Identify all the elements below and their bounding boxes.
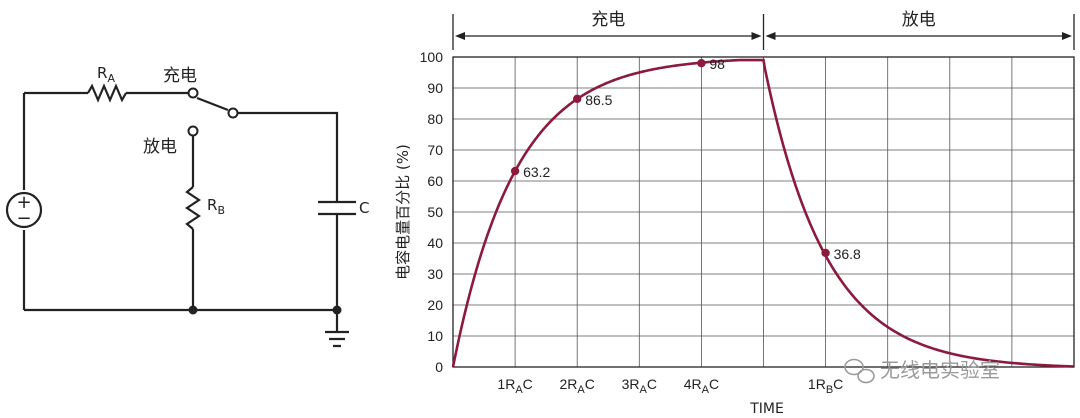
- wechat-icon: [844, 358, 875, 384]
- x-tick-label: 1RAC: [497, 376, 532, 396]
- annotated-points: 63.2 86.5 98 36.8: [510, 56, 861, 262]
- arrowhead-right-icon: [1062, 32, 1072, 40]
- arrowhead-left-icon: [455, 32, 465, 40]
- rb-label: RB: [207, 196, 225, 217]
- c-label: C: [359, 199, 369, 217]
- y-tick-label: 100: [420, 49, 444, 65]
- y-tick-label: 30: [427, 266, 443, 282]
- y-tick-label: 80: [427, 111, 443, 127]
- x-tick-label: 3RAC: [622, 376, 657, 396]
- x-tick-label: 4RAC: [684, 376, 719, 396]
- axis-ticks: 0 10 20 30 40 50 60 70 80 90 100 1RAC 2RAC 3RAC 4RAC 1R…: [420, 49, 844, 396]
- data-point: [697, 59, 706, 68]
- resistor-rb: [185, 186, 201, 230]
- y-tick-label: 0: [435, 359, 443, 375]
- arrowhead-left-icon: [765, 32, 776, 40]
- switch-pivot: [227, 107, 239, 119]
- data-point: [821, 248, 830, 258]
- data-label: 86.5: [585, 92, 612, 108]
- arrowhead-right-icon: [751, 32, 762, 40]
- y-tick-label: 90: [427, 80, 443, 96]
- discharge-label: 放电: [143, 137, 177, 157]
- data-label: 98: [709, 56, 725, 72]
- wire-top-right: [237, 111, 339, 202]
- phase-label: 放电: [902, 10, 936, 30]
- y-axis-label: 电容电量百分比 (%): [394, 144, 412, 280]
- junction-dot: [332, 305, 342, 315]
- switch-contact-charge: [187, 87, 199, 99]
- voltage-source: [5, 191, 43, 229]
- ra-label: RA: [97, 64, 115, 85]
- charge-curve: [451, 58, 1075, 368]
- ground-icon: [325, 330, 349, 348]
- plot-frame: [452, 56, 1075, 368]
- y-tick-label: 20: [427, 297, 443, 313]
- charge-label: 充电: [163, 66, 197, 86]
- y-tick-label: 70: [427, 142, 443, 158]
- y-tick-label: 10: [427, 328, 443, 344]
- chart-grid: [452, 56, 1075, 368]
- switch-blade: [196, 96, 229, 112]
- y-tick-label: 50: [427, 204, 443, 220]
- phase-arrows: 充电 放电: [452, 10, 1075, 50]
- phase-label: 充电: [591, 10, 625, 30]
- switch-contact-discharge: [187, 125, 199, 137]
- x-tick-label: 2RAC: [560, 376, 595, 396]
- source-plus: +: [16, 192, 31, 213]
- junction-dot: [188, 305, 198, 315]
- resistor-ra: [87, 83, 127, 103]
- source-minus: −: [16, 208, 31, 229]
- x-tick-label: 1RBC: [808, 376, 843, 396]
- data-label: 63.2: [523, 164, 550, 180]
- y-tick-label: 60: [427, 173, 443, 189]
- x-axis-label: TIME: [749, 401, 784, 417]
- data-label: 36.8: [834, 246, 861, 262]
- data-point: [510, 166, 520, 176]
- data-point: [573, 94, 582, 104]
- watermark-text: 无线电实验室: [880, 358, 1000, 382]
- y-tick-label: 40: [427, 235, 443, 251]
